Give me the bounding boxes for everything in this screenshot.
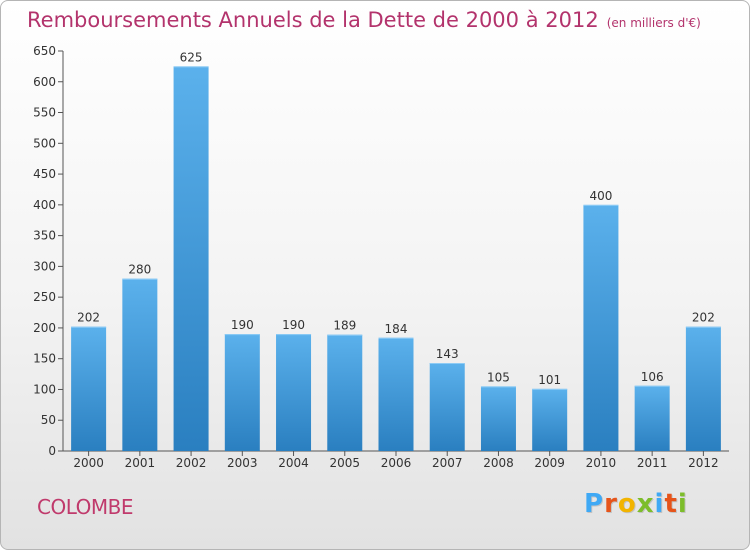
chart-subtitle: (en milliers d'€) [606,16,701,30]
logo-letter: o [617,489,637,519]
bar [173,66,209,451]
bar [378,337,414,451]
commune-name: COLOMBE [37,495,134,519]
x-tick-label: 2009 [534,456,565,470]
bar [429,363,465,451]
bar-value-label: 400 [589,189,612,203]
y-tick-label: 350 [33,229,56,243]
x-tick-label: 2002 [176,456,207,470]
bar [276,334,312,451]
logo-letter: i [677,489,688,519]
logo-letter: P [584,489,605,519]
y-tick-label: 50 [41,413,56,427]
bar [685,326,721,451]
y-tick-label: 100 [33,382,56,396]
bar-value-label: 184 [385,322,408,336]
x-tick-label: 2008 [483,456,514,470]
y-tick-label: 650 [33,44,56,58]
logo-letter: x [636,489,655,519]
bar-value-label: 280 [128,263,151,277]
bar-value-label: 105 [487,370,510,384]
x-tick-label: 2001 [125,456,156,470]
bar-value-label: 143 [436,347,459,361]
bar [71,326,107,451]
bar-value-label: 189 [333,319,356,333]
x-tick-label: 2011 [637,456,668,470]
y-tick-label: 300 [33,259,56,273]
y-tick-label: 250 [33,290,56,304]
bar-value-label: 101 [538,373,561,387]
x-tick-label: 2006 [381,456,412,470]
y-tick-label: 0 [48,444,56,458]
bar [532,388,568,451]
bar [327,334,363,451]
y-tick-label: 200 [33,321,56,335]
bar-value-label: 202 [692,311,715,325]
y-tick-label: 500 [33,136,56,150]
x-tick-label: 2003 [227,456,258,470]
proxiti-logo: Proxiti [584,489,688,519]
x-tick-label: 2004 [278,456,309,470]
y-tick-label: 450 [33,167,56,181]
bar [122,278,158,451]
bar [634,385,670,451]
bar [480,386,516,451]
x-tick-label: 2007 [432,456,463,470]
bar [583,204,619,451]
chart-title-text: Remboursements Annuels de la Dette de 20… [27,8,599,32]
bar-value-label: 106 [641,370,664,384]
bar [224,334,260,451]
logo-letter: i [654,489,665,519]
x-tick-label: 2000 [73,456,104,470]
y-tick-label: 150 [33,352,56,366]
x-tick-label: 2012 [688,456,719,470]
logo-letter: r [604,489,618,519]
y-tick-label: 600 [33,75,56,89]
x-tick-label: 2010 [586,456,617,470]
bar-value-label: 625 [180,50,203,64]
logo-letter: t [664,489,678,519]
y-tick-label: 550 [33,106,56,120]
bar-value-label: 190 [231,318,254,332]
bar-value-label: 190 [282,318,305,332]
x-tick-label: 2005 [329,456,360,470]
chart-title: Remboursements Annuels de la Dette de 20… [27,8,701,32]
bar-value-label: 202 [77,311,100,325]
y-tick-label: 400 [33,198,56,212]
